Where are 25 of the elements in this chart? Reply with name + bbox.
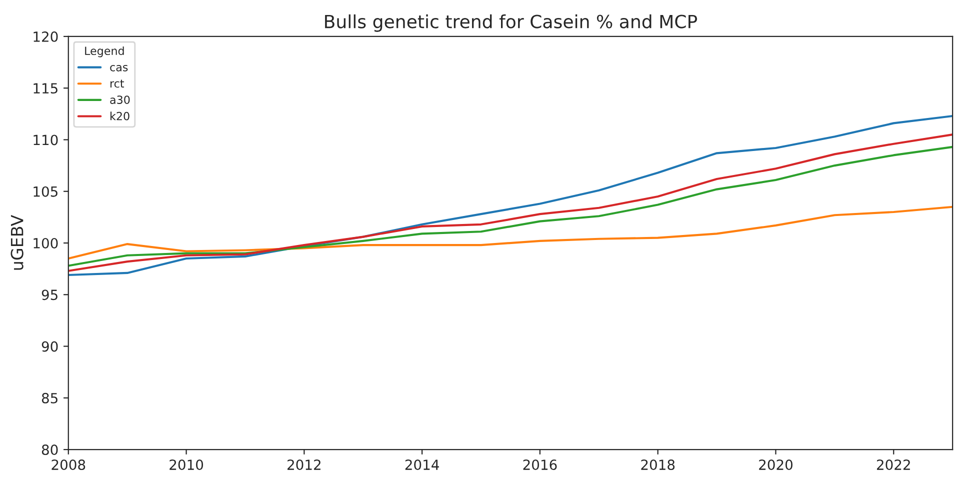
- y-tick-label: 90: [42, 341, 58, 352]
- legend-title: Legend: [85, 46, 124, 58]
- y-tick-label: 115: [34, 83, 58, 94]
- x-tick-label: 2014: [405, 460, 439, 470]
- y-tick-label: 105: [34, 186, 58, 197]
- legend-label: k20: [110, 112, 130, 120]
- x-tick-label: 2008: [52, 460, 86, 470]
- x-tick-label: 2012: [288, 460, 320, 470]
- y-tick-label: 80: [42, 444, 58, 456]
- legend-label: cas: [110, 64, 128, 72]
- x-tick-label: 2010: [170, 460, 204, 470]
- x-tick-label: 2022: [876, 460, 910, 470]
- line-series: [68, 206, 953, 260]
- chart-title: Bulls genetic trend for Casein % and MCP: [325, 14, 698, 32]
- x-tick-label: 2020: [759, 460, 792, 470]
- y-tick-label: 85: [42, 392, 58, 404]
- y-tick-label: 100: [34, 238, 58, 248]
- y-tick-label: 110: [34, 134, 58, 146]
- x-tick-label: 2016: [523, 460, 557, 470]
- x-tick-label: 2018: [641, 460, 675, 470]
- y-tick-label: 120: [34, 31, 58, 42]
- legend-label: rct: [110, 80, 124, 88]
- y-tick-label: 95: [42, 290, 58, 300]
- legend-label: a30: [110, 96, 130, 104]
- y-axis-title: uGEBV: [10, 214, 24, 270]
